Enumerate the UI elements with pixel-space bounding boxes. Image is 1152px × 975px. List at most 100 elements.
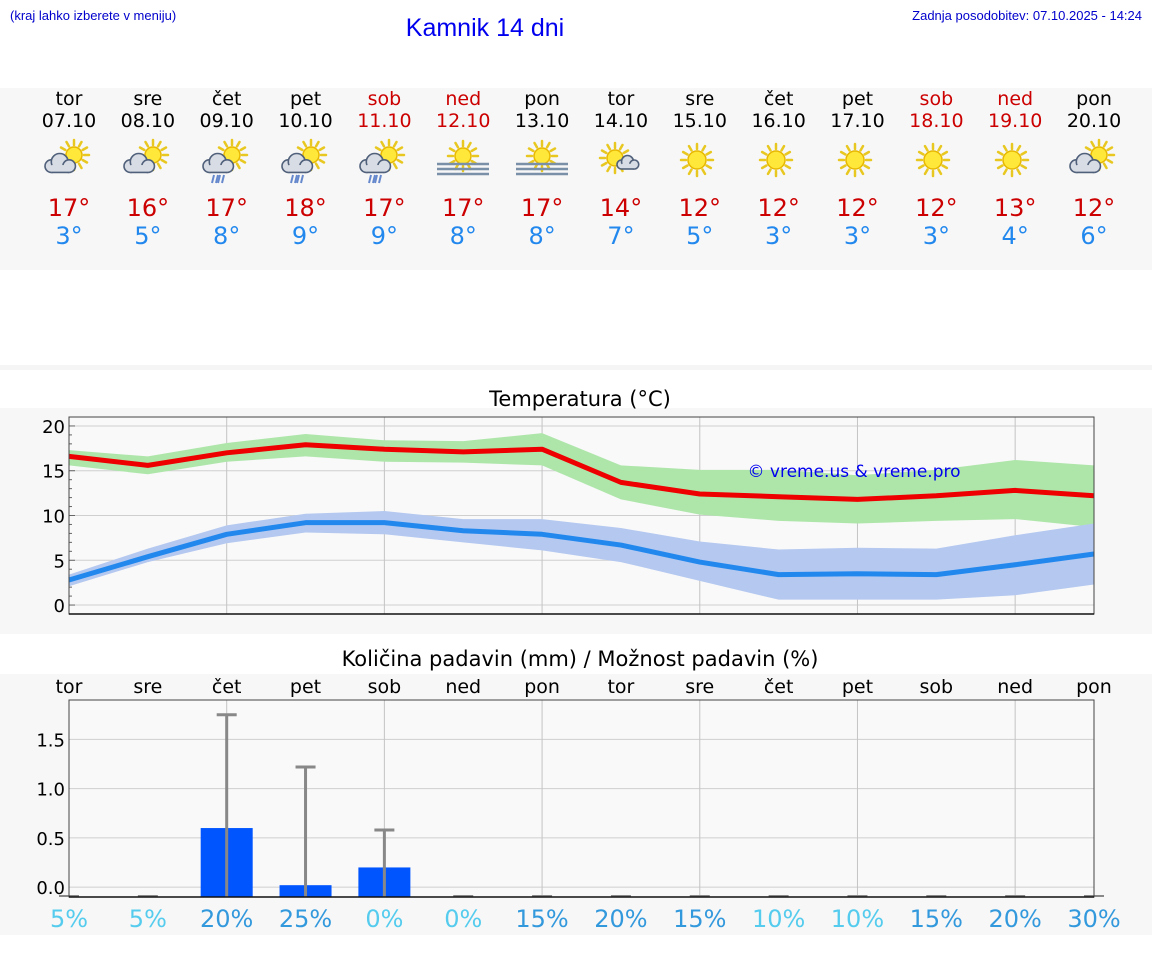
sun-disc <box>923 150 944 170</box>
sun-ray <box>705 164 712 170</box>
sun-ray <box>681 150 689 156</box>
sun-ray <box>138 146 146 152</box>
day-name: tor <box>607 88 635 110</box>
rain-drop <box>295 174 300 184</box>
sun-icon <box>916 142 951 178</box>
min-temperature: 3° <box>765 222 793 250</box>
sun-ray <box>1002 168 1008 176</box>
day-column: tor 07.10 17° 3° <box>30 88 108 250</box>
x-category-label: ned <box>445 676 481 698</box>
day-date: 16.10 <box>751 110 806 132</box>
sun-shape <box>136 138 170 172</box>
cloud-fill <box>287 165 306 173</box>
sun-partly-cloudy-icon <box>44 138 91 174</box>
rain-drop <box>374 174 379 184</box>
sun-cloud-rain-icon <box>201 138 248 184</box>
x-category-label: sre <box>133 676 162 698</box>
sun-ray <box>396 158 404 164</box>
day-date: 12.10 <box>436 110 491 132</box>
max-temperature: 17° <box>363 194 406 222</box>
y-tick-label: 1.0 <box>36 780 65 801</box>
sun-ray <box>606 165 612 173</box>
day-name: ned <box>445 88 482 110</box>
sun-ray <box>235 162 241 170</box>
day-date: 14.10 <box>593 110 649 132</box>
sun-fog-icon <box>437 139 490 176</box>
min-temperature: 8° <box>213 222 241 250</box>
x-category-label: sob <box>920 676 954 698</box>
sun-ray <box>1102 140 1108 148</box>
sun-ray <box>618 143 624 151</box>
sun-partly-cloudy-icon <box>123 138 170 174</box>
page-title: Kamnik 14 dni <box>405 14 565 42</box>
day-name: sob <box>367 88 402 110</box>
max-temperature: 12° <box>1072 194 1116 222</box>
daily-forecast-strip <box>0 88 1152 270</box>
min-temperature: 3° <box>922 222 950 250</box>
sun-ray <box>600 161 608 167</box>
precipitation-probability-label: 10% <box>752 905 805 933</box>
sun-ray <box>239 158 246 164</box>
sun-ray <box>65 140 71 148</box>
section-divider <box>0 365 1152 370</box>
sun-ray <box>1020 150 1028 156</box>
sun-ray <box>1002 144 1008 152</box>
sun-disc <box>765 150 786 170</box>
precipitation-probability-label: 15% <box>673 905 726 933</box>
sun-ray <box>760 164 768 170</box>
sun-ray <box>622 149 630 155</box>
sun-icon <box>679 142 715 178</box>
cloud-shape <box>616 154 640 170</box>
sun-ray <box>467 141 472 149</box>
day-date: 07.10 <box>41 110 97 132</box>
rain-drop <box>216 174 221 184</box>
sun-ray <box>533 141 539 149</box>
sun-ray <box>156 162 162 170</box>
day-name: pon <box>1076 88 1112 110</box>
sun-ray <box>1102 162 1108 170</box>
day-column: sre 15.10 12° 5° <box>661 88 739 250</box>
rain-drop <box>210 174 215 184</box>
sun-ray <box>687 144 693 152</box>
x-category-label: čet <box>212 676 242 698</box>
min-temp-range-band <box>69 511 1094 600</box>
sun-disc <box>533 147 551 165</box>
sun-ray <box>924 168 930 176</box>
copyright-watermark: © vreme.us & vreme.pro <box>747 462 960 482</box>
sun-shape <box>294 138 327 172</box>
y-tick-label: 10 <box>42 507 65 528</box>
sun-ray <box>941 164 949 170</box>
day-name: ned <box>997 88 1034 110</box>
max-temp-line <box>68 442 1095 502</box>
precipitation-probability-label: 0% <box>365 905 403 933</box>
sun-ray <box>918 150 926 156</box>
sun-ray <box>862 150 870 156</box>
cloud-fill <box>51 165 70 173</box>
precipitation-probability-label: 15% <box>515 905 568 933</box>
sun-shape <box>758 142 793 178</box>
precipitation-probability-label: 25% <box>279 905 332 933</box>
cloud-shape <box>1069 152 1102 174</box>
min-temperature: 7° <box>607 222 635 250</box>
sun-ray <box>545 141 551 149</box>
sun-ray <box>314 162 320 170</box>
sun-ray <box>393 162 399 170</box>
day-column: čet 16.10 12° 3° <box>740 88 818 250</box>
sun-ray <box>296 146 304 152</box>
sun-ray <box>783 164 791 170</box>
sun-ray <box>997 164 1004 170</box>
precipitation-probability-label: 15% <box>910 905 963 933</box>
sun-ray <box>687 168 693 176</box>
day-date: 17.10 <box>830 110 885 132</box>
last-update-timestamp: Zadnja posodobitev: 07.10.2025 - 14:24 <box>912 8 1142 23</box>
sun-ray <box>941 150 949 156</box>
sun-ray <box>766 144 772 152</box>
precipitation-probability-label: 20% <box>594 905 647 933</box>
sun-ray <box>1090 140 1096 148</box>
x-category-label: pet <box>290 676 321 698</box>
rain-drop <box>378 174 383 184</box>
sun-ray <box>845 144 851 152</box>
max-temperature: 17° <box>441 194 485 222</box>
cloud-fill <box>1076 165 1095 173</box>
min-temperature: 8° <box>449 222 477 250</box>
